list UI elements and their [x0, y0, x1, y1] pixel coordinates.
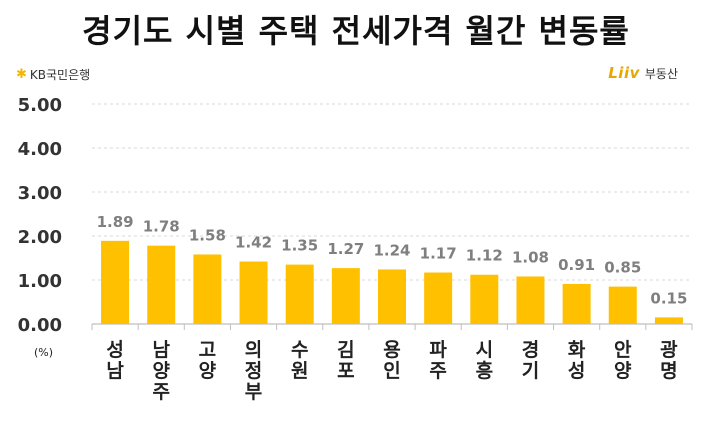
y-tick-label: 2.00 — [18, 227, 62, 248]
bar — [608, 286, 637, 324]
bar — [239, 261, 268, 324]
liiv-logo-text: 부동산 — [644, 66, 678, 81]
bar-value-label: 0.15 — [650, 289, 687, 307]
y-tick-label: 4.00 — [18, 139, 62, 160]
bar-value-label: 1.24 — [373, 241, 410, 259]
bar-value-label: 1.08 — [512, 248, 549, 266]
liiv-logo-mark: Liiv — [608, 64, 640, 82]
bar-value-label: 1.35 — [281, 237, 318, 255]
bar — [101, 240, 130, 324]
bar — [516, 276, 545, 324]
y-tick-label: 0.00 — [18, 315, 62, 336]
bar — [331, 268, 360, 324]
bar — [378, 269, 406, 324]
bar — [193, 254, 222, 324]
y-tick-label: 5.00 — [18, 95, 62, 116]
bar-value-label: 1.42 — [235, 234, 272, 252]
bar-value-label: 1.12 — [466, 247, 503, 265]
chart-title: 경기도 시별 주택 전세가격 월간 변동률 — [82, 12, 630, 50]
y-axis-unit: (%) — [34, 346, 54, 359]
bar — [147, 245, 176, 324]
bar — [654, 317, 683, 324]
bar — [470, 274, 499, 324]
bar-value-label: 1.17 — [420, 245, 457, 263]
bar-value-label: 1.58 — [189, 226, 226, 244]
liiv-logo: Liiv 부동산 — [608, 64, 678, 82]
bar-value-label: 1.27 — [327, 240, 364, 258]
y-tick-label: 1.00 — [18, 271, 62, 292]
kb-star-icon: ✱ — [16, 67, 27, 82]
bar-value-label: 1.78 — [143, 218, 180, 236]
kb-bank-logo-text: KB국민은행 — [29, 68, 91, 82]
bar — [285, 264, 314, 324]
kb-bank-logo: ✱ KB국민은행 — [16, 66, 90, 83]
bar-value-label: 1.89 — [97, 213, 134, 231]
bar-value-label: 0.91 — [558, 256, 595, 274]
bar-value-label: 0.85 — [604, 259, 641, 277]
y-tick-label: 3.00 — [18, 183, 62, 204]
bar — [424, 272, 453, 324]
bar — [562, 283, 591, 324]
